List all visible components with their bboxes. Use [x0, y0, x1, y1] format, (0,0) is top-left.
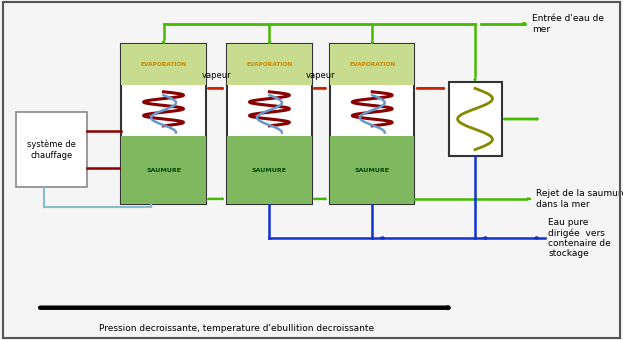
Bar: [16, 112, 87, 187]
Bar: [330, 136, 414, 204]
Text: vapeur: vapeur: [306, 71, 336, 80]
Bar: [227, 44, 312, 204]
Text: système de
chauffage: système de chauffage: [27, 140, 76, 159]
Text: EVAPORATION: EVAPORATION: [246, 62, 293, 67]
Bar: [121, 136, 206, 204]
Text: Pression decroissante, temperature d'ebullition decroissante: Pression decroissante, temperature d'ebu…: [99, 324, 374, 333]
Bar: [121, 44, 206, 204]
Text: Eau pure
dirigée  vers
contenaire de
stockage: Eau pure dirigée vers contenaire de stoc…: [548, 218, 611, 258]
Text: Rejet de la saumure
dans la mer: Rejet de la saumure dans la mer: [536, 189, 623, 209]
Text: SAUMURE: SAUMURE: [354, 168, 390, 172]
Text: vapeur: vapeur: [202, 71, 231, 80]
Text: EVAPORATION: EVAPORATION: [349, 62, 396, 67]
Text: Entrée d'eau de
mer: Entrée d'eau de mer: [532, 14, 604, 34]
Bar: [449, 82, 502, 156]
Text: SAUMURE: SAUMURE: [252, 168, 287, 172]
Bar: [330, 44, 414, 85]
Text: EVAPORATION: EVAPORATION: [140, 62, 187, 67]
Bar: [121, 44, 206, 85]
Bar: [330, 44, 414, 204]
Text: SAUMURE: SAUMURE: [146, 168, 181, 172]
Bar: [227, 136, 312, 204]
Bar: [227, 44, 312, 85]
